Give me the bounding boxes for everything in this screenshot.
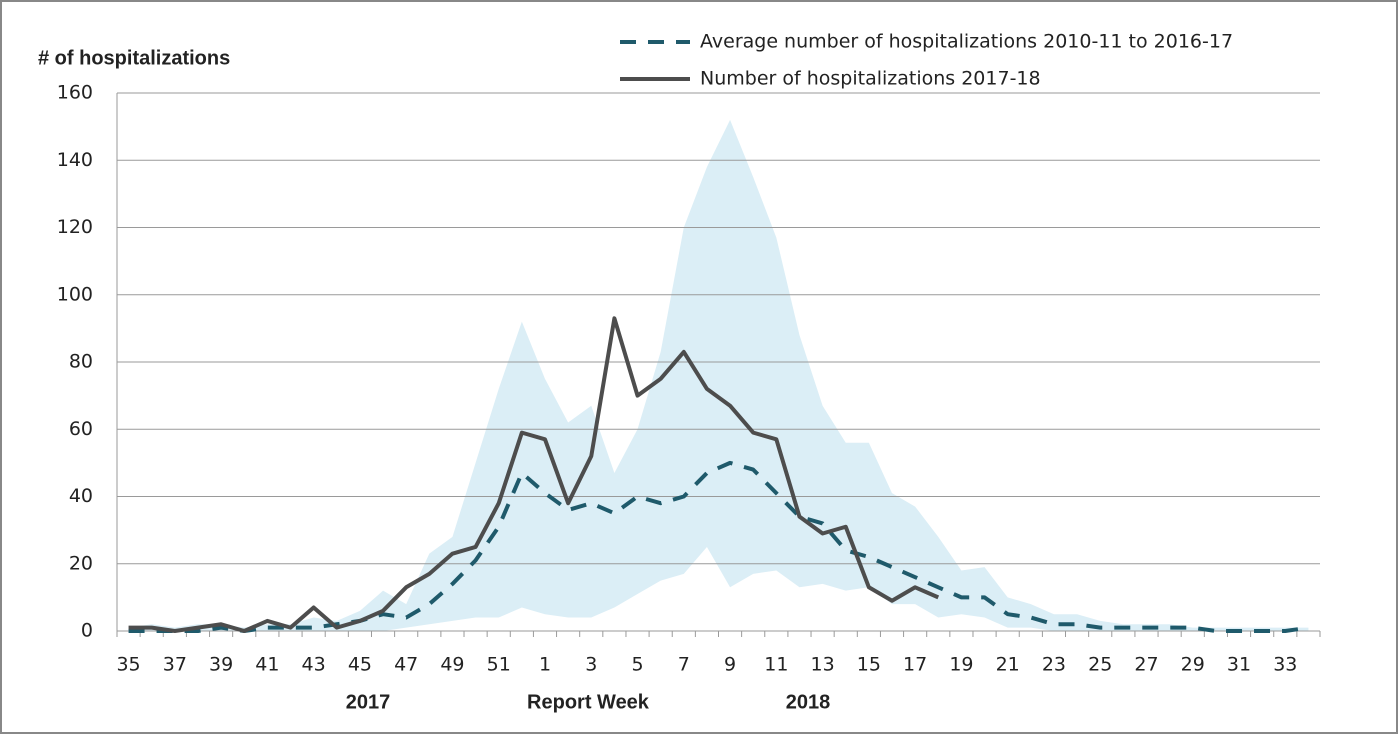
x-tick-label: 49	[440, 654, 464, 676]
x-tick-label: 47	[394, 654, 418, 676]
x-tick-label: 39	[209, 654, 233, 676]
y-tick-label: 160	[57, 82, 93, 104]
x-tick-label: 43	[302, 654, 326, 676]
range-band	[128, 119, 1309, 632]
x-tick-label: 1	[539, 654, 551, 676]
x-tick-label: 33	[1273, 654, 1297, 676]
y-tick-label: 60	[69, 418, 93, 440]
x-tick-label: 41	[255, 654, 279, 676]
legend-label: Average number of hospitalizations 2010-…	[700, 31, 1233, 53]
x-axis-title: Report Week	[527, 691, 650, 713]
x-tick-label: 5	[631, 654, 643, 676]
x-tick-label: 27	[1134, 654, 1158, 676]
y-tick-label: 120	[57, 216, 93, 238]
x-tick-label: 9	[724, 654, 736, 676]
y-tick-label: 0	[81, 620, 93, 642]
x-tick-label: 29	[1181, 654, 1205, 676]
x-tick-label: 31	[1227, 654, 1251, 676]
x-tick-label: 51	[487, 654, 511, 676]
x-tick-label: 15	[857, 654, 881, 676]
x-group-label: 2018	[786, 691, 831, 713]
x-tick-label: 17	[903, 654, 927, 676]
x-tick-label: 7	[678, 654, 690, 676]
x-tick-label: 35	[116, 654, 140, 676]
y-tick-label: 80	[69, 351, 93, 373]
x-tick-label: 3	[585, 654, 597, 676]
x-tick-label: 13	[811, 654, 835, 676]
y-tick-label: 40	[69, 485, 93, 507]
x-tick-label: 19	[949, 654, 973, 676]
series-line	[128, 460, 1309, 633]
x-tick-label: 25	[1088, 654, 1112, 676]
y-tick-label: 140	[57, 149, 93, 171]
x-tick-label: 45	[348, 654, 372, 676]
x-tick-label: 11	[764, 654, 788, 676]
x-tick-label: 23	[1042, 654, 1066, 676]
y-tick-label: 20	[69, 552, 93, 574]
legend-label: Number of hospitalizations 2017-18	[700, 68, 1041, 90]
y-tick-label: 100	[57, 283, 93, 305]
x-tick-label: 21	[996, 654, 1020, 676]
x-tick-label: 37	[163, 654, 187, 676]
y-axis-title: # of hospitalizations	[38, 47, 230, 69]
x-group-label: 2017	[346, 691, 391, 713]
series-line	[128, 316, 940, 633]
